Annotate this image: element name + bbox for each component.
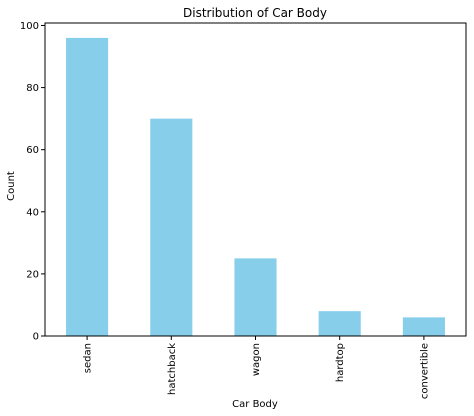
bar-hardtop bbox=[318, 311, 361, 336]
y-tick-label: 80 bbox=[26, 83, 39, 94]
x-tick-label: hardtop bbox=[335, 343, 346, 382]
x-tick-label: hatchback bbox=[167, 343, 178, 395]
bar-sedan bbox=[66, 37, 109, 337]
chart-title: Distribution of Car Body bbox=[183, 6, 327, 20]
bar-convertible bbox=[402, 317, 445, 336]
x-tick-label: sedan bbox=[83, 343, 94, 373]
y-tick-label: 20 bbox=[26, 269, 39, 280]
y-tick-label: 40 bbox=[26, 207, 39, 218]
plot-area: 0 20 40 60 80 100 sedan hatchback wagon hardtop co… bbox=[20, 21, 467, 399]
y-tick-label: 0 bbox=[33, 332, 39, 343]
x-tick-label: wagon bbox=[251, 343, 262, 376]
y-tick-label: 60 bbox=[26, 145, 39, 156]
y-axis-label: Count bbox=[6, 171, 17, 201]
y-tick-label: 100 bbox=[20, 21, 39, 32]
x-tick-label: convertible bbox=[419, 343, 430, 399]
x-axis-label: Car Body bbox=[232, 399, 278, 410]
bar-hatchback bbox=[150, 118, 193, 336]
bar-wagon bbox=[234, 258, 277, 336]
